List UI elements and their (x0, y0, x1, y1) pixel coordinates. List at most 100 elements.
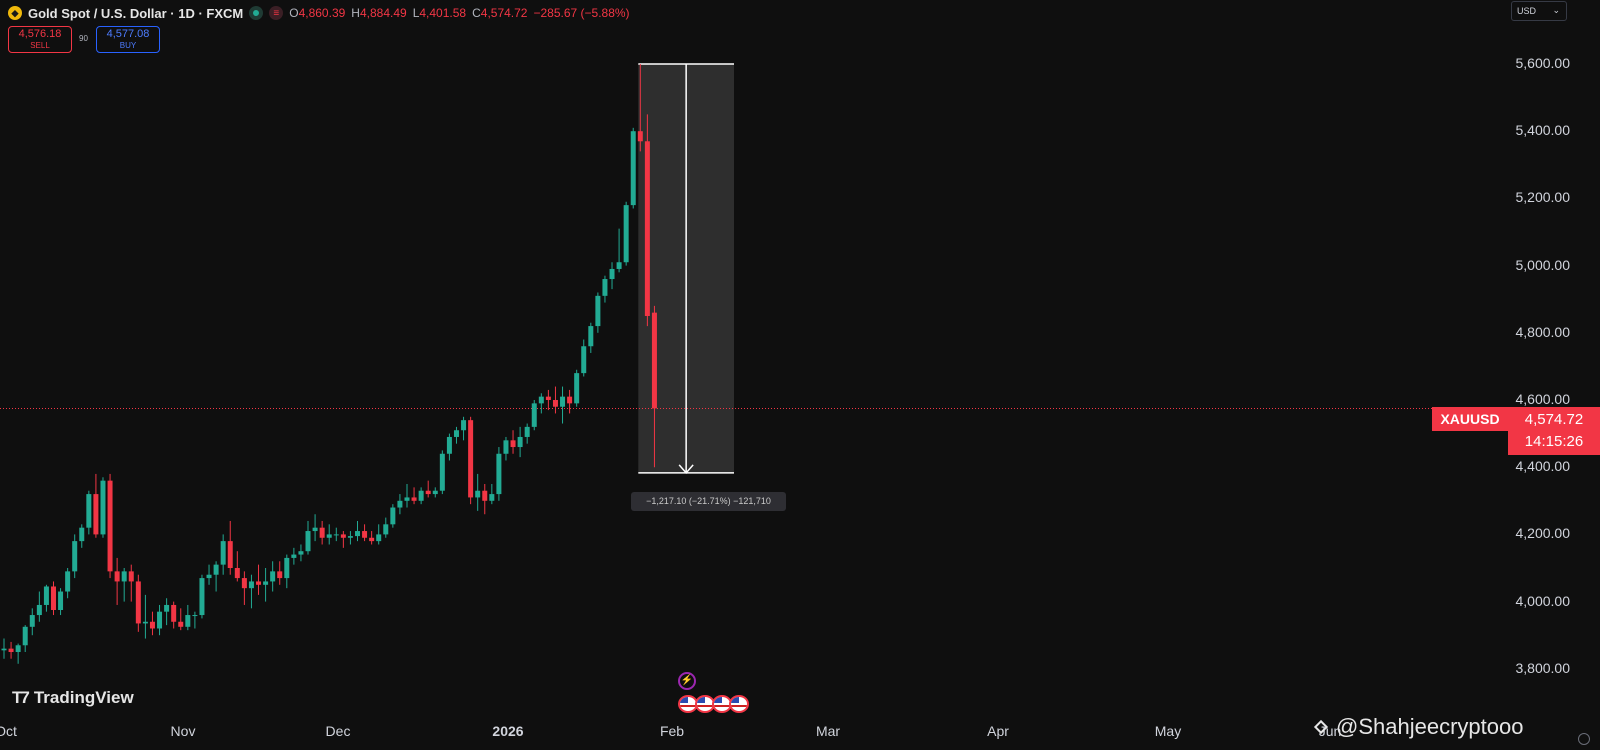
candle-body (340, 534, 346, 538)
time-tick-label: Mar (815, 723, 841, 739)
watermark: @Shahjeecryptooo (1312, 714, 1523, 740)
candle-body (220, 541, 226, 565)
candle-body (171, 604, 177, 622)
candle-body (439, 453, 445, 491)
candle-body (609, 268, 615, 280)
candle-body (369, 537, 375, 542)
buy-price: 4,577.08 (106, 28, 150, 40)
candle-body (397, 500, 403, 508)
price-tick-label: 5,000.00 (1515, 256, 1571, 273)
ohlc-values: O4,860.39 H4,884.49 L4,401.58 C4,574.72 … (289, 6, 630, 20)
candle-body (241, 578, 247, 589)
market-open-icon (249, 6, 264, 20)
candle-body (248, 581, 254, 589)
candle-body (496, 453, 502, 495)
binance-icon (1312, 718, 1330, 736)
us-flag-icon[interactable] (712, 695, 732, 713)
price-tick-label: 5,200.00 (1515, 189, 1571, 206)
us-flag-icon[interactable] (729, 695, 749, 713)
measure-arrow-head (678, 464, 694, 475)
candle-body (355, 531, 360, 537)
buy-label: BUY (119, 41, 137, 50)
candle-body (637, 131, 643, 142)
currency-select[interactable]: USD ⌄ (1511, 1, 1567, 21)
gold-coin-icon: ◆ (8, 6, 22, 20)
candle-body (36, 604, 42, 616)
candle-body (29, 615, 35, 627)
candle-body (100, 480, 106, 535)
tradingview-logo[interactable]: T7 TradingView (12, 688, 134, 707)
candle-body (86, 494, 92, 528)
candle-body (263, 581, 269, 585)
candle-body (234, 568, 240, 579)
candle-body (567, 396, 573, 404)
candle-body (213, 564, 219, 575)
candle-body (524, 426, 530, 437)
candle-body (453, 430, 459, 437)
time-tick-label: May (1154, 723, 1182, 739)
candle-body (157, 611, 163, 629)
price-tick-label: 5,600.00 (1515, 55, 1571, 71)
candle-body (326, 534, 332, 538)
candle-body (362, 531, 368, 538)
candle-body (72, 541, 78, 572)
time-tick-label: Oct (0, 723, 17, 739)
candle-body (517, 436, 523, 448)
candle-body (644, 141, 650, 316)
candle-body (114, 571, 120, 582)
candle-body (291, 554, 297, 558)
candle-body (1, 648, 7, 651)
candle-body (461, 420, 467, 431)
price-tick-label: 4,200.00 (1515, 525, 1571, 542)
lightning-event-icon[interactable]: ⚡ (678, 672, 696, 690)
indicator-toggle-icon[interactable]: ≡ (269, 6, 284, 20)
candle-body (418, 490, 424, 501)
price-tick-label: 4,800.00 (1515, 323, 1571, 340)
buy-button[interactable]: 4,577.08 BUY (96, 26, 160, 53)
candle-body (376, 534, 382, 542)
time-tick-label: 2026 (492, 723, 524, 739)
candle-body (298, 551, 304, 555)
candle-body (149, 621, 155, 629)
last-price: 4,574.72 (1524, 411, 1584, 428)
candle-body (623, 205, 629, 263)
spread-value: 90 (79, 34, 88, 43)
candle-body (121, 571, 127, 582)
candle-body (333, 534, 339, 536)
candle-body (312, 527, 318, 532)
candle-body (531, 403, 537, 427)
sell-price: 4,576.18 (18, 28, 62, 40)
candle-body (588, 326, 594, 347)
candle-body (178, 621, 184, 627)
candle-body (107, 480, 113, 572)
price-tick-label: 4,600.00 (1515, 391, 1571, 407)
candle-body (545, 396, 551, 400)
candle-body (651, 312, 657, 409)
candle-body (446, 436, 452, 454)
measure-label: −1,217.10 (−21.71%) −121,710 (631, 492, 786, 511)
candle-body (142, 621, 148, 624)
candle-body (79, 527, 85, 542)
candle-body (15, 645, 21, 652)
symbol-price-tag: XAUUSD (1432, 407, 1508, 431)
candle-body (468, 420, 474, 498)
candle-body (411, 497, 417, 501)
candle-body (305, 531, 311, 552)
settings-icon[interactable] (1578, 733, 1590, 745)
sell-button[interactable]: 4,576.18 SELL (8, 26, 72, 53)
symbol-title[interactable]: Gold Spot / U.S. Dollar · 1D · FXCM (28, 5, 244, 21)
candle-body (58, 591, 64, 610)
price-tick-label: 4,400.00 (1515, 458, 1571, 475)
chevron-down-icon: ⌄ (1552, 5, 1560, 15)
candle-body (595, 295, 601, 327)
symbol-header[interactable]: ◆ Gold Spot / U.S. Dollar · 1D · FXCM ≡ … (8, 3, 630, 23)
candle-body (489, 494, 495, 501)
bar-countdown: 14:15:26 (1524, 433, 1584, 450)
candle-body (43, 586, 49, 605)
candle-body (404, 497, 410, 501)
candle-body (347, 536, 353, 538)
candle-body (616, 262, 622, 269)
economic-events[interactable] (678, 695, 749, 713)
candle-body (574, 373, 580, 404)
